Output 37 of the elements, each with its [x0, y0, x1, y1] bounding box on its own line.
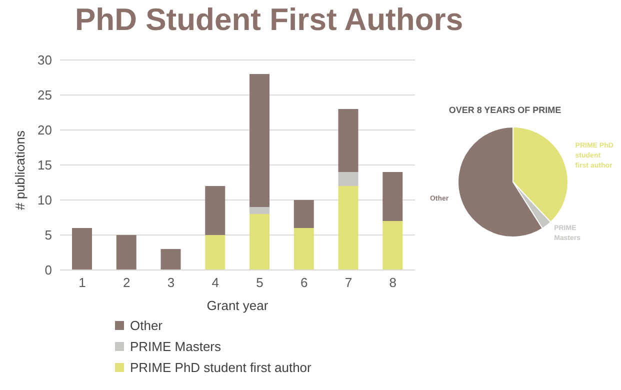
- bar: [160, 249, 181, 270]
- y-tick-label: 15: [38, 158, 52, 173]
- bar: [72, 228, 92, 270]
- x-tick-label: 5: [256, 275, 264, 290]
- x-tick-label: 1: [78, 275, 86, 290]
- bar: [250, 214, 270, 270]
- chart-title: OVER 8 YEARS OF PRIME: [448, 105, 562, 115]
- bar: [338, 186, 358, 270]
- bar: [338, 172, 358, 186]
- legend-label: PRIME Masters: [130, 339, 222, 354]
- bar: [294, 200, 314, 228]
- x-tick-label: 4: [212, 275, 219, 290]
- bar: [116, 235, 136, 270]
- bar: [250, 74, 270, 207]
- chart-title: PhD Student First Authors: [75, 2, 464, 38]
- x-axis-title: Grant year: [206, 298, 269, 313]
- x-tick-label: 6: [300, 275, 308, 290]
- legend-label: PRIME PhD student first author: [130, 360, 312, 375]
- x-tick-label: 7: [344, 275, 352, 290]
- bar: [338, 109, 358, 172]
- y-tick-label: 30: [38, 52, 52, 68]
- legend-label: Other: [130, 318, 163, 333]
- bar: [382, 221, 403, 270]
- bar: [294, 228, 314, 270]
- bar: [382, 172, 403, 221]
- bar: [250, 207, 270, 214]
- y-tick-label: 25: [38, 88, 52, 103]
- y-tick-label: 20: [38, 122, 52, 138]
- y-tick-label: 10: [38, 192, 52, 208]
- bar: [205, 186, 226, 235]
- x-tick-label: 8: [389, 275, 396, 290]
- y-tick-label: 5: [44, 228, 52, 243]
- y-axis-title: # publications: [12, 130, 28, 210]
- x-tick-label: 3: [167, 275, 175, 290]
- y-tick-label: 0: [44, 262, 52, 278]
- bar: [205, 235, 226, 270]
- x-tick-label: 2: [122, 275, 130, 290]
